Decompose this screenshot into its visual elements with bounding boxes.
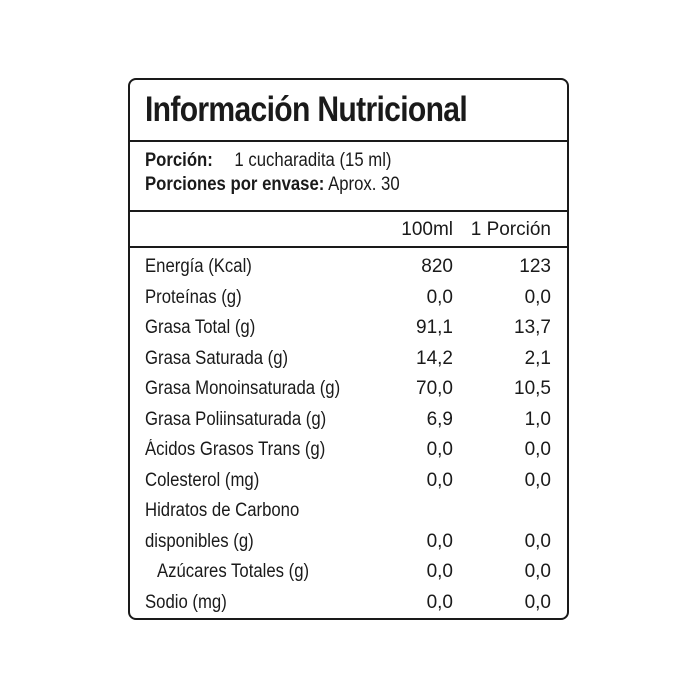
- table-row: disponibles (g) 0,0 0,0: [130, 527, 567, 558]
- value-per-100ml: 14,2: [416, 347, 453, 369]
- serving-info: Porción: 1 cucharadita (15 ml) Porciones…: [130, 142, 567, 212]
- servings-per-container-value: Aprox. 30: [328, 174, 400, 195]
- nutrient-table: Energía (Kcal) 820 123 Proteínas (g) 0,0 0,0 G…: [130, 252, 567, 618]
- portion-value: 1 cucharadita (15 ml): [234, 150, 392, 171]
- value-per-100ml: 0,0: [426, 591, 453, 613]
- value-per-portion: 2,1: [524, 347, 551, 369]
- value-per-100ml: 0,0: [426, 561, 453, 582]
- servings-per-container-row: Porciones por envase: Aprox. 30: [145, 174, 400, 196]
- table-row: Grasa Saturada (g) 14,2 2,1: [130, 344, 567, 375]
- table-row: Grasa Poliinsaturada (g) 6,9 1,0: [130, 405, 567, 436]
- value-per-portion: 0,0: [524, 591, 551, 613]
- value-per-portion: 123: [519, 256, 551, 277]
- value-per-portion: 1,0: [524, 408, 551, 430]
- title-section: Información Nutricional: [130, 80, 567, 142]
- value-per-portion: 13,7: [514, 317, 551, 338]
- value-per-100ml: 0,0: [426, 286, 453, 308]
- table-row: Ácidos Grasos Trans (g) 0,0 0,0: [130, 435, 567, 466]
- nutrient-name: Ácidos Grasos Trans (g): [145, 439, 326, 460]
- column-header-portion: 1 Porción: [470, 219, 551, 240]
- table-row: Energía (Kcal) 820 123: [130, 252, 567, 283]
- table-row: Sodio (mg) 0,0 0,0: [130, 588, 567, 619]
- nutrient-name: Proteínas (g): [145, 286, 242, 308]
- nutrient-name: Azúcares Totales (g): [157, 561, 310, 582]
- portion-row: Porción: 1 cucharadita (15 ml): [145, 150, 391, 172]
- nutrient-name: Grasa Total (g): [145, 317, 256, 338]
- nutrient-name: Grasa Poliinsaturada (g): [145, 408, 327, 430]
- table-row: Proteínas (g) 0,0 0,0: [130, 283, 567, 314]
- value-per-portion: 0,0: [524, 286, 551, 308]
- column-header-row: 100ml 1 Porción: [130, 212, 567, 248]
- table-row: Grasa Monoinsaturada (g) 70,0 10,5: [130, 374, 567, 405]
- value-per-portion: 0,0: [524, 530, 551, 552]
- value-per-100ml: 0,0: [426, 530, 453, 552]
- nutrient-name: disponibles (g): [145, 530, 254, 552]
- value-per-100ml: 0,0: [426, 469, 453, 491]
- value-per-100ml: 820: [421, 256, 453, 277]
- nutrient-name: Energía (Kcal): [145, 256, 252, 277]
- label-title: Información Nutricional: [145, 90, 468, 129]
- nutrient-name: Grasa Saturada (g): [145, 347, 289, 369]
- nutrient-name: Grasa Monoinsaturada (g): [145, 378, 341, 399]
- value-per-100ml: 0,0: [426, 439, 453, 460]
- value-per-portion: 10,5: [514, 378, 551, 399]
- value-per-portion: 0,0: [524, 469, 551, 491]
- table-row: Azúcares Totales (g) 0,0 0,0: [130, 557, 567, 588]
- value-per-100ml: 70,0: [416, 378, 453, 399]
- nutrient-name: Sodio (mg): [145, 591, 227, 613]
- value-per-portion: 0,0: [524, 561, 551, 582]
- nutrient-name: Colesterol (mg): [145, 469, 260, 491]
- table-row: Colesterol (mg) 0,0 0,0: [130, 466, 567, 497]
- nutrient-name: Hidratos de Carbono: [145, 500, 300, 521]
- column-header-100ml: 100ml: [401, 219, 453, 240]
- value-per-portion: 0,0: [524, 439, 551, 460]
- nutrition-facts-label: Información Nutricional Porción: 1 cucha…: [128, 78, 569, 620]
- servings-per-container-label: Porciones por envase:: [145, 174, 325, 195]
- portion-label: Porción:: [145, 150, 213, 171]
- value-per-100ml: 91,1: [416, 317, 453, 338]
- table-row: Hidratos de Carbono: [130, 496, 567, 527]
- value-per-100ml: 6,9: [426, 408, 453, 430]
- table-row: Grasa Total (g) 91,1 13,7: [130, 313, 567, 344]
